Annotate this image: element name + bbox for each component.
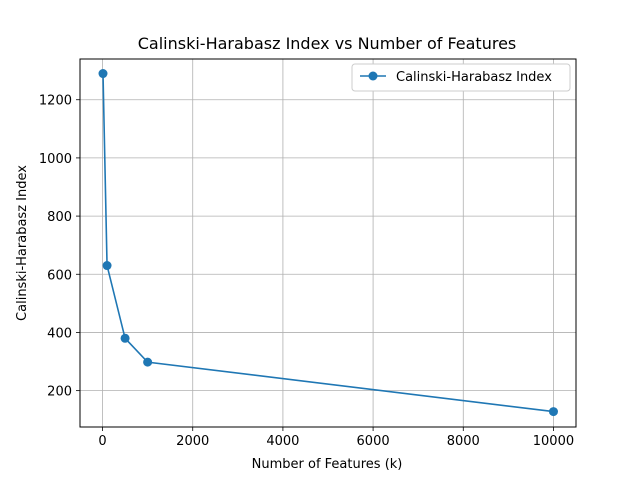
- x-axis-ticks: 0 2000 4000 6000 8000 10000: [98, 427, 574, 449]
- data-point: [143, 357, 153, 367]
- series-layer: [98, 69, 558, 417]
- x-tick-label: 6000: [357, 434, 390, 449]
- x-tick-label: 8000: [447, 434, 480, 449]
- y-tick-label: 1000: [39, 152, 72, 167]
- y-axis-ticks: 200 400 600 800 1000 1200: [39, 94, 80, 400]
- data-point: [120, 333, 130, 343]
- x-tick-label: 0: [98, 434, 106, 449]
- y-tick-label: 800: [47, 210, 72, 225]
- x-axis-label: Number of Features (k): [252, 457, 403, 472]
- legend-marker: [368, 71, 378, 81]
- x-tick-label: 10000: [533, 434, 574, 449]
- data-point: [548, 407, 558, 417]
- y-axis-label: Calinski-Harabasz Index: [15, 165, 30, 321]
- x-tick-label: 2000: [176, 434, 209, 449]
- legend-label: Calinski-Harabasz Index: [396, 70, 552, 85]
- y-tick-label: 200: [47, 385, 72, 400]
- data-point: [102, 261, 112, 271]
- grid: [80, 59, 576, 427]
- legend: Calinski-Harabasz Index: [351, 63, 571, 92]
- x-tick-label: 4000: [266, 434, 299, 449]
- plot-area: [79, 58, 577, 428]
- data-point: [98, 69, 108, 79]
- y-tick-label: 400: [47, 326, 72, 341]
- y-tick-label: 600: [47, 268, 72, 283]
- chart-title: Calinski-Harabasz Index vs Number of Fea…: [138, 34, 517, 53]
- y-tick-label: 1200: [39, 94, 72, 109]
- legend-box: [351, 63, 571, 92]
